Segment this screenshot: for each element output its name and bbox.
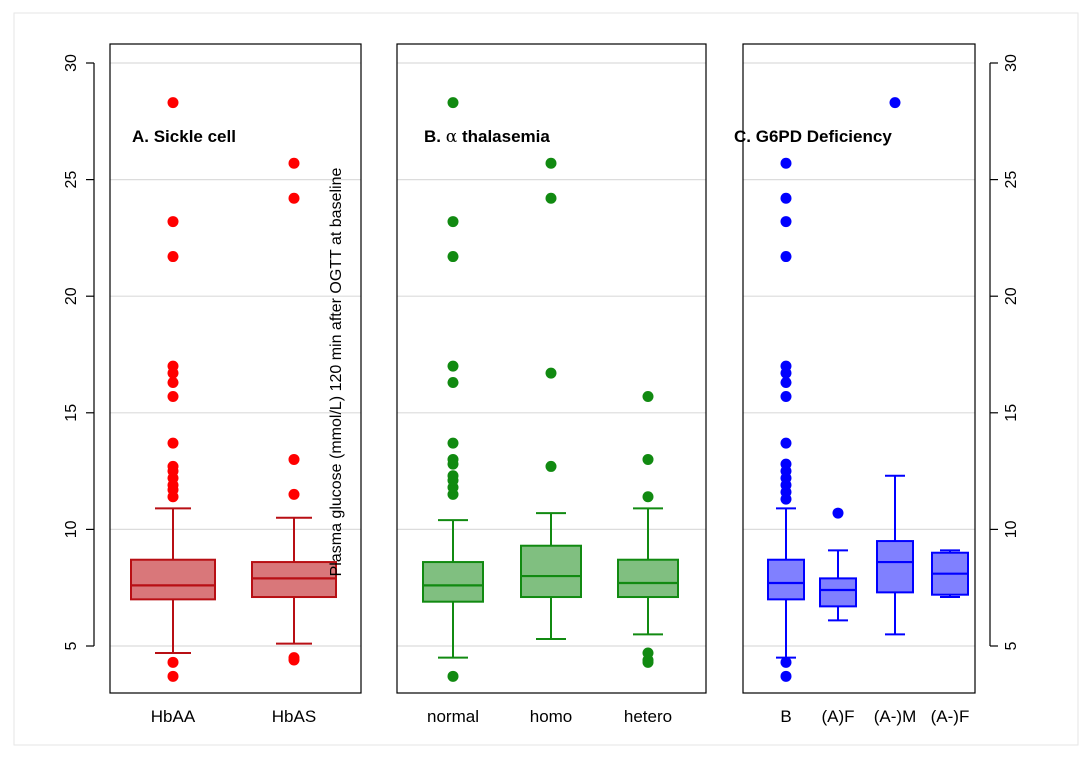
panel-2-hetero-outlier-2 — [642, 647, 654, 659]
panel-3-b-outlier-13 — [780, 251, 792, 263]
panel-2-homo-outlier-3 — [545, 157, 557, 169]
right-tick-label-3: 20 — [1003, 287, 1020, 305]
panel-1-hbaa-outlier-1 — [167, 656, 179, 668]
panel-1-hbaa-outlier-13 — [167, 251, 179, 263]
panel-frame-3 — [742, 43, 976, 694]
category-label-panel-2-hetero: hetero — [624, 707, 672, 726]
panel-frame-1 — [109, 43, 362, 694]
panel-3-b-outlier-10 — [780, 376, 792, 388]
panel-a-title: A. Sickle cell — [132, 127, 236, 146]
panel-1-hbaa-outlier-0 — [167, 670, 179, 682]
right-y-axis: 5 10 15 20 25 30 — [989, 54, 1020, 650]
panel-2-normal-outlier-4 — [447, 470, 459, 482]
panel-2-normal-outlier-0 — [447, 670, 459, 682]
right-tick-label-0: 5 — [1003, 641, 1020, 650]
panel-frame-2 — [396, 43, 707, 694]
panel-3-b-outlier-1 — [780, 656, 792, 668]
category-labels: HbAA HbAS normal homo hetero B (A)F (A-)M (A-)F — [151, 707, 970, 726]
panel-b-title-suffix: thalasemia — [457, 127, 550, 146]
panel-2-normal-outlier-8 — [447, 376, 459, 388]
panel-b-title-greek: α — [446, 127, 458, 147]
panel-2-normal-outlier-10 — [447, 251, 459, 263]
outlier-points — [167, 97, 901, 682]
panel-2-normal-outlier-6 — [447, 453, 459, 465]
right-tick-label-5: 30 — [1003, 54, 1020, 72]
right-tick-label-1: 10 — [1003, 520, 1020, 538]
panel-1-hbas-box — [251, 561, 337, 599]
panel-3-b-outlier-16 — [780, 157, 792, 169]
panel-1-hbas-outlier-4 — [288, 192, 300, 204]
grid-lines — [110, 62, 975, 647]
panel-2-normal-outlier-11 — [447, 216, 459, 228]
left-tick-label-1: 10 — [63, 520, 80, 538]
panel-frames — [109, 43, 976, 694]
panel-3-am-outlier-0 — [889, 97, 901, 109]
category-label-panel-3-am: (A-)M — [874, 707, 916, 726]
category-label-panel-2-normal: normal — [427, 707, 479, 726]
panel-2-homo-box — [520, 544, 582, 599]
panel-3-am-box — [876, 540, 914, 594]
panel-2-homo-outlier-2 — [545, 192, 557, 204]
boxes — [130, 474, 969, 659]
panel-2-homo-outlier-1 — [545, 367, 557, 379]
panel-2-normal-outlier-12 — [447, 97, 459, 109]
panel-3-b-outlier-14 — [780, 216, 792, 228]
category-label-panel-3-af: (A)F — [821, 707, 854, 726]
left-y-axis: 5 10 15 20 25 30 — [63, 54, 95, 650]
panel-2-hetero-outlier-5 — [642, 390, 654, 402]
left-tick-label-2: 15 — [63, 404, 80, 422]
panel-2-normal-outlier-9 — [447, 360, 459, 372]
category-label-panel-1-hbas: HbAS — [272, 707, 316, 726]
panel-2-hetero-outlier-3 — [642, 491, 654, 503]
category-label-panel-2-homo: homo — [530, 707, 573, 726]
left-tick-label-4: 25 — [63, 171, 80, 189]
figure-frame — [13, 12, 1079, 746]
panel-1-hbas-outlier-2 — [288, 488, 300, 500]
panel-1-hbas-outlier-5 — [288, 157, 300, 169]
panel-2-homo-outlier-0 — [545, 460, 557, 472]
panel-1-hbaa-outlier-8 — [167, 437, 179, 449]
panel-3-b-outlier-12 — [780, 360, 792, 372]
right-tick-label-2: 15 — [1003, 404, 1020, 422]
left-tick-label-3: 20 — [63, 287, 80, 305]
right-tick-label-4: 25 — [1003, 171, 1020, 189]
panel-1-hbaa-box — [130, 558, 216, 601]
panel-1-hbaa-outlier-10 — [167, 376, 179, 388]
left-tick-label-0: 5 — [63, 641, 80, 650]
panel-3-b-outlier-9 — [780, 390, 792, 402]
panel-3-b-outlier-8 — [780, 437, 792, 449]
panel-2-hetero-box — [617, 558, 679, 599]
category-label-panel-3-af: (A-)F — [931, 707, 970, 726]
panel-1-hbaa-outlier-14 — [167, 216, 179, 228]
panel-b-title: B. α thalasemia — [424, 127, 550, 147]
panel-2-hetero-outlier-4 — [642, 453, 654, 465]
panel-3-af-outlier-0 — [832, 507, 844, 519]
panel-3-b-outlier-15 — [780, 192, 792, 204]
panel-1-hbas-outlier-3 — [288, 453, 300, 465]
panel-b-title-prefix: B. — [424, 127, 446, 146]
panel-1-hbaa-outlier-7 — [167, 460, 179, 472]
panel-2-normal-outlier-7 — [447, 437, 459, 449]
left-tick-label-5: 30 — [63, 54, 80, 72]
y-axis-label: Plasma glucose (mmol/L) 120 min after OG… — [328, 168, 345, 577]
panel-c-title: C. G6PD Deficiency — [734, 127, 892, 146]
panel-1-hbaa-outlier-12 — [167, 360, 179, 372]
panel-1-hbaa-outlier-9 — [167, 390, 179, 402]
panel-2-normal-box — [422, 561, 484, 603]
category-label-panel-1-hbaa: HbAA — [151, 707, 196, 726]
category-label-panel-3-b: B — [780, 707, 791, 726]
panel-3-af-box — [819, 577, 857, 608]
panel-3-b-outlier-7 — [780, 458, 792, 470]
panel-1-hbas-outlier-1 — [288, 652, 300, 664]
panel-3-b-outlier-0 — [780, 670, 792, 682]
panel-1-hbaa-outlier-15 — [167, 97, 179, 109]
panel-3-b-box — [767, 558, 805, 601]
